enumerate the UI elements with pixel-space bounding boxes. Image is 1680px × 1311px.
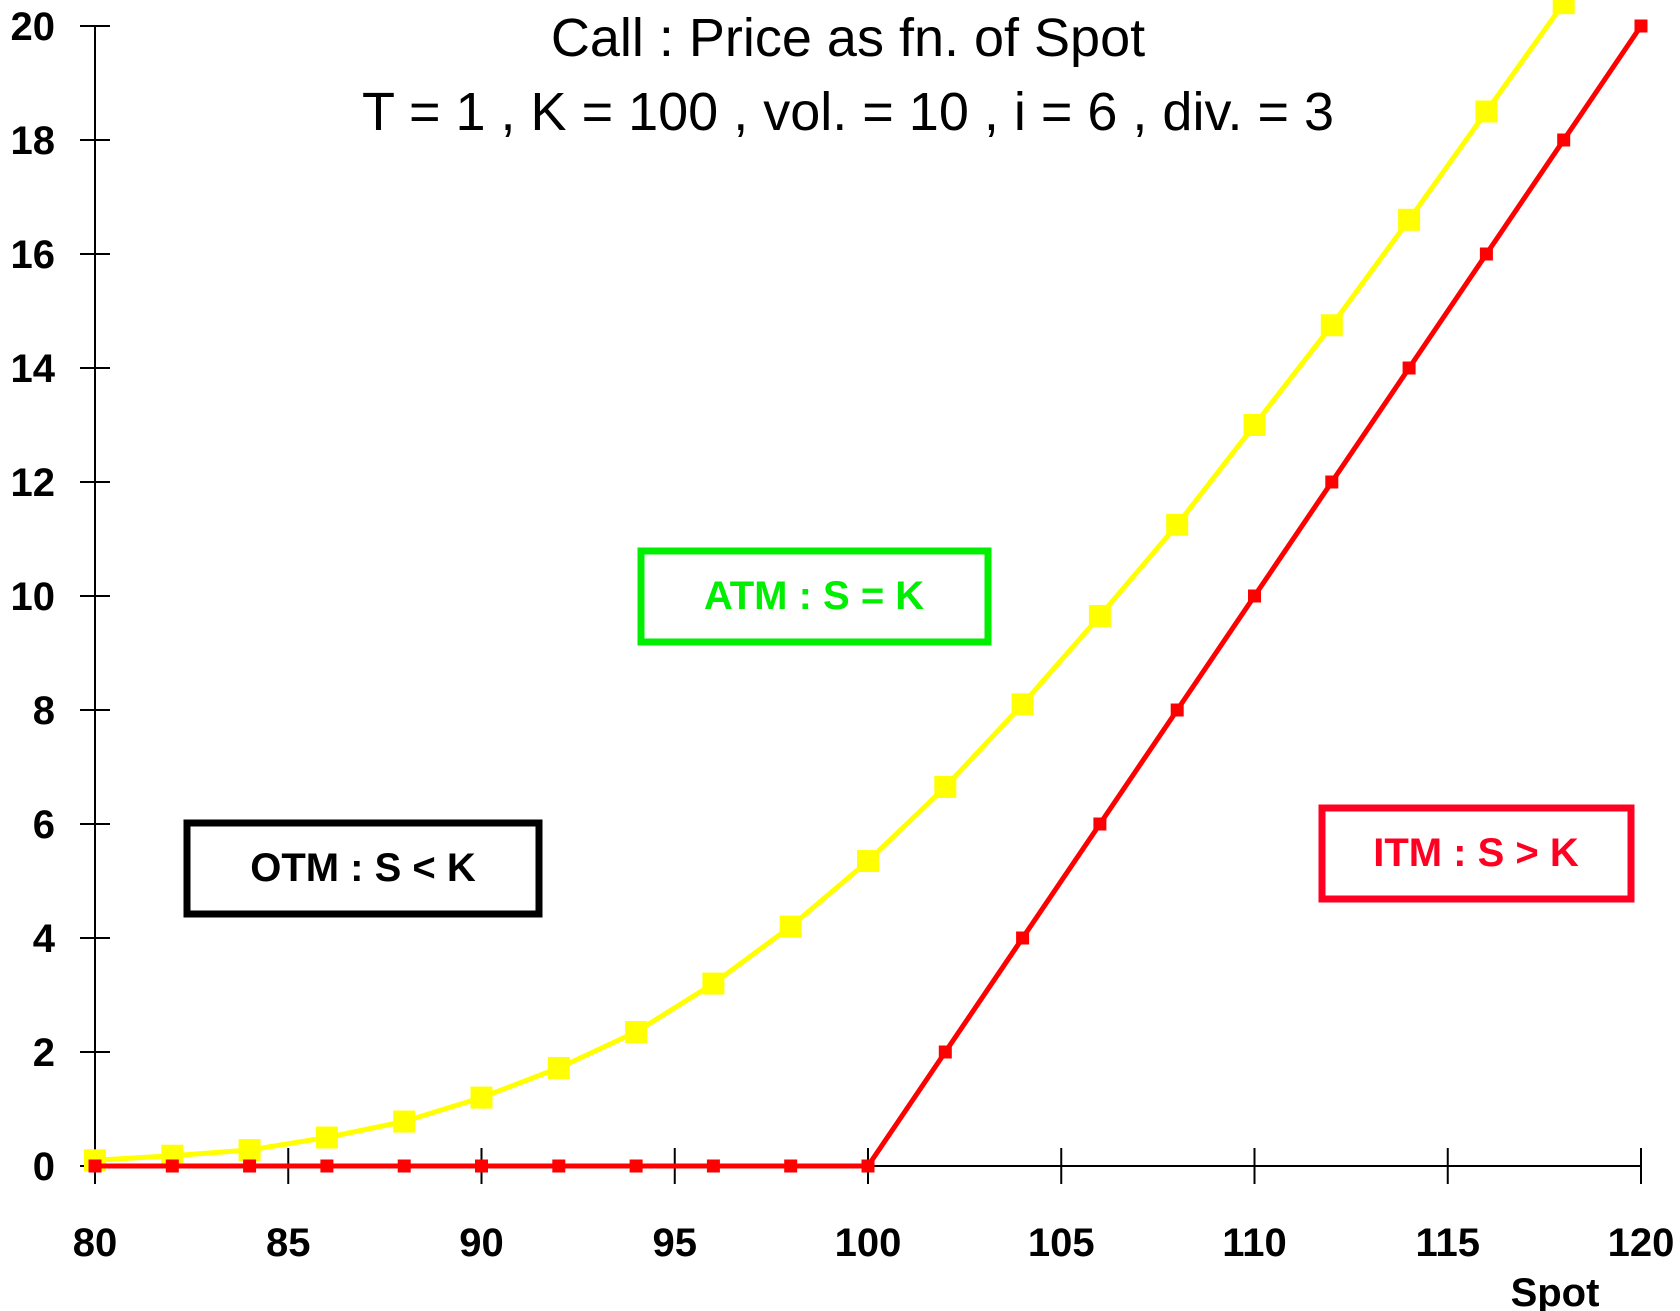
- series-1-point: [552, 1159, 566, 1173]
- chart-subtitle: T = 1 , K = 100 , vol. = 10 , i = 6 , di…: [362, 82, 1334, 142]
- series-1-point: [320, 1159, 334, 1173]
- y-tick-label: 6: [33, 803, 55, 847]
- y-tick-label: 10: [11, 575, 56, 619]
- x-tick-label: 100: [835, 1221, 902, 1265]
- series-0-point: [1088, 604, 1111, 627]
- series-1-point: [1557, 133, 1571, 147]
- series-0-point: [779, 915, 802, 938]
- series-0-point: [547, 1056, 570, 1079]
- series-1-point: [1248, 589, 1261, 603]
- series-0-point: [315, 1126, 338, 1149]
- y-tick-label: 0: [33, 1145, 55, 1189]
- x-tick-label: 110: [1222, 1221, 1287, 1265]
- y-axis: 0 2 4 6 8 10 12 14 16 18 20: [11, 5, 110, 1189]
- y-tick-label: 18: [11, 119, 56, 163]
- y-tick-label: 12: [11, 461, 56, 505]
- series-0-point: [625, 1021, 648, 1044]
- series-1-point: [1325, 475, 1339, 489]
- annotation-atm-box: [637, 547, 992, 646]
- x-tick-label: 90: [459, 1221, 504, 1265]
- y-tick-label: 16: [11, 233, 56, 277]
- series-1-point: [243, 1159, 257, 1173]
- series-1-point: [629, 1159, 643, 1173]
- series-0-point: [1011, 693, 1034, 716]
- series-1-point: [1479, 247, 1493, 261]
- series-0-point: [1243, 414, 1266, 436]
- series-0-point: [702, 972, 725, 995]
- y-tick-label: 4: [33, 917, 56, 961]
- series-0-point: [1166, 513, 1189, 536]
- series-1-point: [1170, 703, 1184, 717]
- series-1-point: [938, 1045, 952, 1059]
- series-0-point: [1552, 0, 1575, 15]
- y-tick-label: 8: [33, 689, 55, 733]
- x-tick-label: 85: [266, 1221, 311, 1265]
- series-1-point: [784, 1159, 798, 1173]
- series-0-point: [470, 1086, 493, 1109]
- x-tick-label: 115: [1415, 1221, 1480, 1265]
- series-1-point: [88, 1159, 102, 1173]
- series-1-point: [861, 1159, 875, 1173]
- annotation-itm-label: ITM : S > K: [1373, 831, 1579, 875]
- series-1-point: [1402, 361, 1416, 375]
- x-tick-label: 120: [1608, 1221, 1675, 1265]
- series-0-point: [1320, 314, 1343, 337]
- y-tick-label: 2: [33, 1031, 55, 1075]
- x-tick-label: 105: [1028, 1221, 1095, 1265]
- series-0-point: [1475, 100, 1498, 123]
- annotation-itm: ITM : S > K: [1318, 804, 1635, 903]
- annotation-otm-label: OTM : S < K: [250, 846, 476, 890]
- x-tick-label: 95: [653, 1221, 698, 1265]
- series-1-point: [165, 1159, 179, 1173]
- series-0-point: [934, 775, 957, 798]
- series-1-point: [397, 1159, 411, 1173]
- y-tick-label: 20: [11, 5, 56, 49]
- x-axis-title: Spot: [1511, 1271, 1600, 1311]
- annotation-atm: ATM : S = K: [637, 547, 992, 646]
- series-1-point: [1093, 817, 1107, 831]
- series-1-point: [706, 1159, 720, 1173]
- series-1-point: [475, 1159, 488, 1173]
- annotation-itm-box: [1318, 804, 1635, 903]
- series-1-point: [1016, 931, 1030, 945]
- series-1-point: [1634, 19, 1648, 33]
- annotation-otm: OTM : S < K: [183, 819, 543, 918]
- annotation-atm-label: ATM : S = K: [704, 574, 924, 618]
- chart-title: Call : Price as fn. of Spot: [551, 8, 1145, 68]
- y-tick-label: 14: [11, 347, 56, 391]
- series-0-point: [238, 1139, 261, 1162]
- series-layer: [84, 0, 1648, 1173]
- series-0-point: [393, 1110, 416, 1133]
- series-0-point: [1398, 208, 1421, 231]
- series-0-point: [857, 850, 879, 873]
- x-tick-label: 80: [73, 1221, 118, 1265]
- annotation-otm-box: [183, 819, 543, 918]
